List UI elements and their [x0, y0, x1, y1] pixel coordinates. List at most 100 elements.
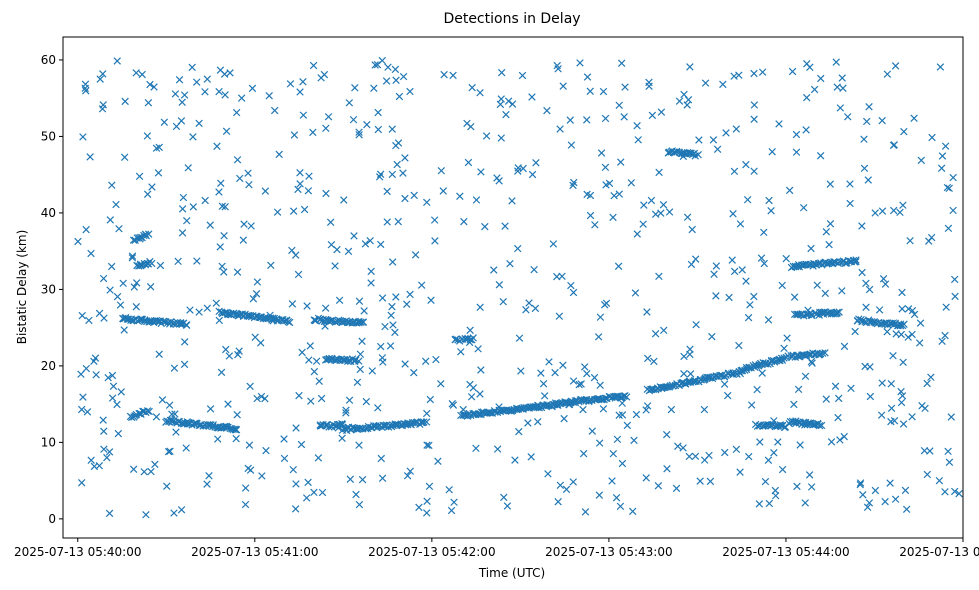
scatter-point: [886, 479, 894, 487]
scatter-point: [712, 262, 721, 270]
scatter-point: [943, 183, 952, 192]
scatter-point: [456, 192, 464, 200]
scatter-point: [654, 482, 663, 490]
scatter-point: [320, 70, 329, 79]
scatter-point: [103, 453, 111, 462]
scatter-point: [691, 452, 700, 461]
scatter-point: [297, 440, 306, 449]
scatter-point: [898, 305, 906, 313]
scatter-point: [253, 394, 261, 403]
scatter-point: [725, 293, 733, 302]
scatter-point: [736, 468, 744, 476]
scatter-point: [138, 70, 146, 79]
scatter-point: [840, 342, 849, 351]
scatter-point: [721, 448, 729, 457]
scatter-point: [172, 428, 180, 436]
scatter-point: [822, 395, 831, 403]
scatter-point: [388, 125, 396, 133]
scatter-point: [310, 367, 319, 376]
scatter-point: [344, 423, 353, 431]
scatter-point: [295, 391, 303, 400]
scatter-point: [391, 65, 400, 74]
scatter-point: [537, 369, 545, 377]
scatter-point: [378, 354, 387, 362]
scatter-point: [599, 405, 608, 413]
scatter-point: [135, 409, 143, 418]
scatter-point: [306, 342, 314, 350]
scatter-point: [107, 262, 116, 271]
scatter-point: [309, 128, 317, 137]
scatter-point: [90, 357, 98, 366]
scatter-point: [355, 131, 363, 139]
scatter-point: [579, 449, 588, 458]
scatter-point: [253, 278, 262, 286]
scatter-point: [246, 382, 254, 391]
scatter-point: [778, 465, 787, 474]
scatter-point: [355, 441, 363, 449]
scatter-point: [951, 292, 959, 301]
scatter-point: [178, 229, 187, 237]
scatter-point: [294, 270, 303, 279]
scatter-point: [421, 357, 430, 365]
scatter-point: [556, 125, 564, 133]
scatter-point: [927, 233, 936, 242]
scatter-point: [190, 419, 199, 428]
scatter-point: [355, 297, 364, 305]
scatter-point: [528, 93, 536, 101]
scatter-point: [286, 80, 295, 88]
scatter-point: [685, 377, 693, 386]
scatter-point: [172, 122, 181, 131]
scatter-point: [838, 74, 846, 82]
scatter-point: [945, 184, 953, 193]
scatter-point: [189, 203, 198, 211]
scatter-point: [309, 61, 318, 70]
scatter-point: [834, 394, 843, 403]
scatter-point: [382, 77, 391, 85]
scatter-point: [685, 452, 693, 461]
scatter-point: [742, 277, 750, 285]
scatter-point: [116, 301, 125, 309]
scatter-point: [729, 209, 737, 218]
scatter-point: [504, 97, 513, 105]
scatter-point: [554, 498, 562, 506]
scatter-point: [744, 313, 753, 322]
scatter-point: [780, 354, 788, 362]
scatter-point: [464, 158, 473, 167]
scatter-point: [506, 259, 514, 268]
scatter-point: [651, 330, 660, 338]
scatter-point: [858, 222, 866, 230]
scatter-point: [326, 218, 335, 226]
scatter-point: [902, 505, 911, 514]
scatter-point: [358, 337, 366, 345]
scatter-point: [170, 364, 179, 372]
scatter-point: [108, 371, 117, 380]
scatter-point: [878, 116, 886, 125]
scatter-point: [889, 319, 898, 327]
scatter-point: [449, 71, 457, 80]
y-axis-label: Bistatic Delay (km): [15, 230, 29, 345]
scatter-point: [82, 87, 90, 95]
scatter-point: [262, 446, 270, 455]
scatter-point: [559, 361, 567, 369]
scatter-point: [74, 237, 82, 246]
scatter-point: [391, 328, 399, 337]
scatter-point: [384, 63, 392, 71]
scatter-point: [105, 509, 114, 518]
scatter-point: [343, 357, 352, 366]
scatter-point: [679, 152, 688, 161]
scatter-point: [545, 358, 553, 366]
scatter-point: [143, 190, 152, 198]
scatter-point: [900, 320, 908, 328]
scatter-point: [500, 493, 508, 502]
scatter-point: [206, 221, 214, 229]
scatter-point: [941, 331, 949, 340]
y-tick-label: 30: [41, 282, 56, 296]
scatter-point: [511, 456, 519, 464]
scatter-point: [846, 199, 854, 208]
scatter-point: [942, 303, 950, 311]
scatter-point: [730, 167, 739, 176]
scatter-point: [184, 164, 192, 172]
x-axis: 2025-07-13 05:40:00 2025-07-13 05:41:00 20…: [14, 538, 979, 559]
scatter-point: [583, 369, 591, 378]
scatter-point: [910, 114, 918, 122]
